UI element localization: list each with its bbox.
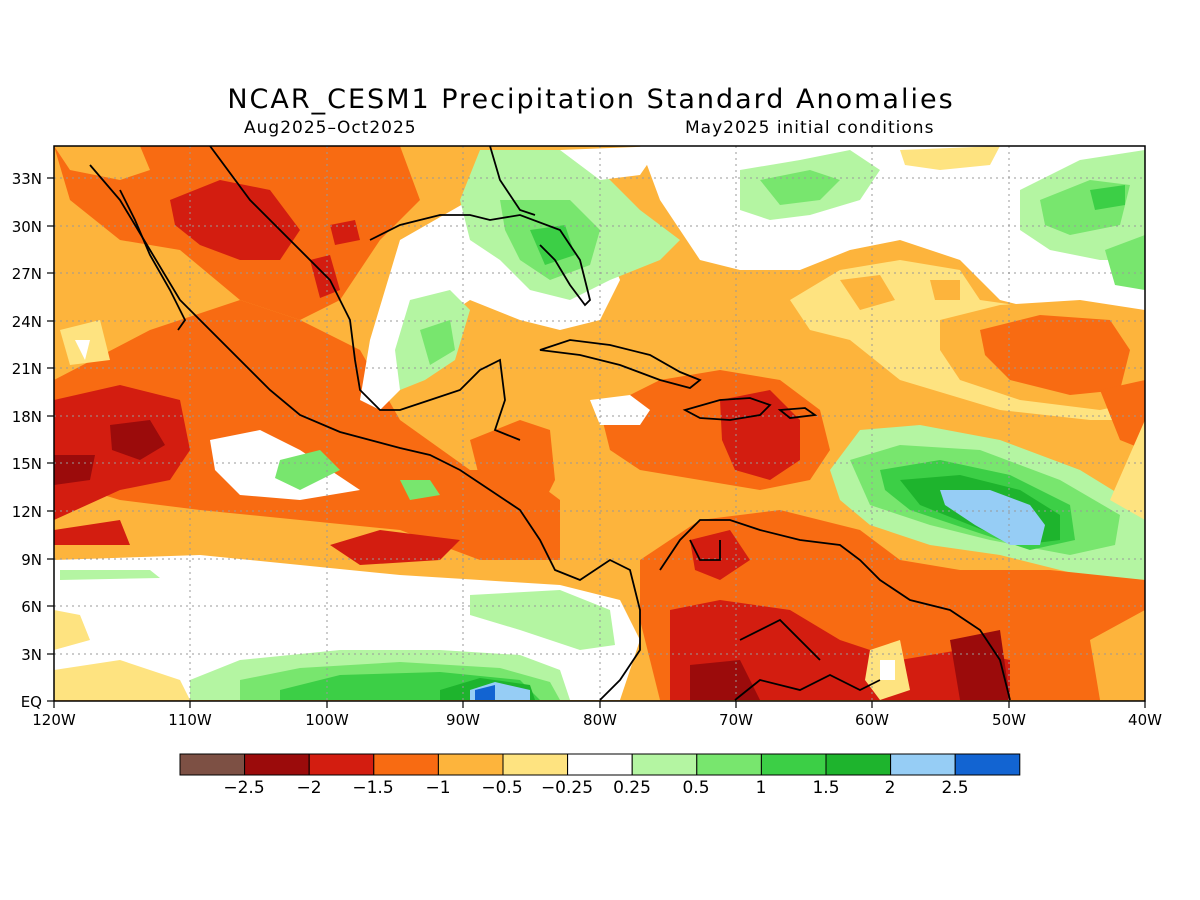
initial-conditions: May2025 initial conditions xyxy=(685,118,935,138)
map-title: NCAR_CESM1 Precipitation Standard Anomal… xyxy=(227,84,955,115)
colorbar-swatch xyxy=(308,753,375,776)
colorbar-label: 0.5 xyxy=(682,778,709,798)
colorbar-label: −1 xyxy=(425,778,450,798)
colorbar-label: 2.5 xyxy=(941,778,968,798)
lon-label: 60W xyxy=(855,711,889,729)
lat-label: 27N xyxy=(12,265,42,283)
lat-label: EQ xyxy=(21,693,42,711)
colorbar-swatch xyxy=(179,753,246,776)
colorbar-label: −2.5 xyxy=(223,778,264,798)
colorbar-swatch xyxy=(373,753,439,776)
colorbar-swatch xyxy=(244,753,310,776)
lon-label: 50W xyxy=(992,711,1026,729)
coastlines xyxy=(89,146,1011,701)
colorbar-swatch xyxy=(954,753,1021,776)
colorbar-label: 2 xyxy=(885,778,896,798)
colorbar-label: −0.5 xyxy=(481,778,522,798)
colorbar-labels: −2.5 −2 −1.5 −1 −0.5 −0.25 0.25 0.5 1 1.… xyxy=(223,778,968,798)
colorbar-label: 1.5 xyxy=(812,778,839,798)
lon-label: 70W xyxy=(719,711,753,729)
colorbar-swatch xyxy=(567,753,633,776)
colorbar-label: 1 xyxy=(756,778,767,798)
colorbar xyxy=(179,753,1021,776)
lat-label: 18N xyxy=(12,408,42,426)
lat-label: 15N xyxy=(12,455,42,473)
lon-label: 80W xyxy=(583,711,617,729)
lat-label: 3N xyxy=(21,646,42,664)
lon-label: 120W xyxy=(32,711,76,729)
axis-ticks xyxy=(47,177,1146,708)
colorbar-swatch xyxy=(760,753,827,776)
latitude-labels: 33N 30N 27N 24N 21N 18N 15N 12N 9N 6N 3N… xyxy=(12,170,42,711)
colorbar-swatch xyxy=(437,753,504,776)
colorbar-swatch xyxy=(696,753,762,776)
longitude-labels: 120W 110W 100W 90W 80W 70W 60W 50W 40W xyxy=(32,711,1162,729)
lat-label: 33N xyxy=(12,170,42,188)
colorbar-swatch xyxy=(825,753,892,776)
lat-label: 6N xyxy=(21,598,42,616)
lon-label: 90W xyxy=(446,711,480,729)
colorbar-swatch xyxy=(502,753,569,776)
lat-label: 21N xyxy=(12,360,42,378)
lat-label: 9N xyxy=(21,551,42,569)
lon-label: 100W xyxy=(305,711,349,729)
lat-label: 12N xyxy=(12,503,42,521)
colorbar-label: −2 xyxy=(296,778,321,798)
anomaly-field xyxy=(54,146,1145,701)
colorbar-label: −1.5 xyxy=(352,778,393,798)
lat-label: 30N xyxy=(12,218,42,236)
lon-label: 40W xyxy=(1128,711,1162,729)
colorbar-swatch xyxy=(890,753,956,776)
colorbar-label: 0.25 xyxy=(613,778,651,798)
colorbar-swatch xyxy=(631,753,698,776)
lon-label: 110W xyxy=(168,711,212,729)
graticule xyxy=(54,146,1145,701)
forecast-period: Aug2025–Oct2025 xyxy=(244,118,417,138)
lat-label: 24N xyxy=(12,313,42,331)
colorbar-label: −0.25 xyxy=(541,778,593,798)
